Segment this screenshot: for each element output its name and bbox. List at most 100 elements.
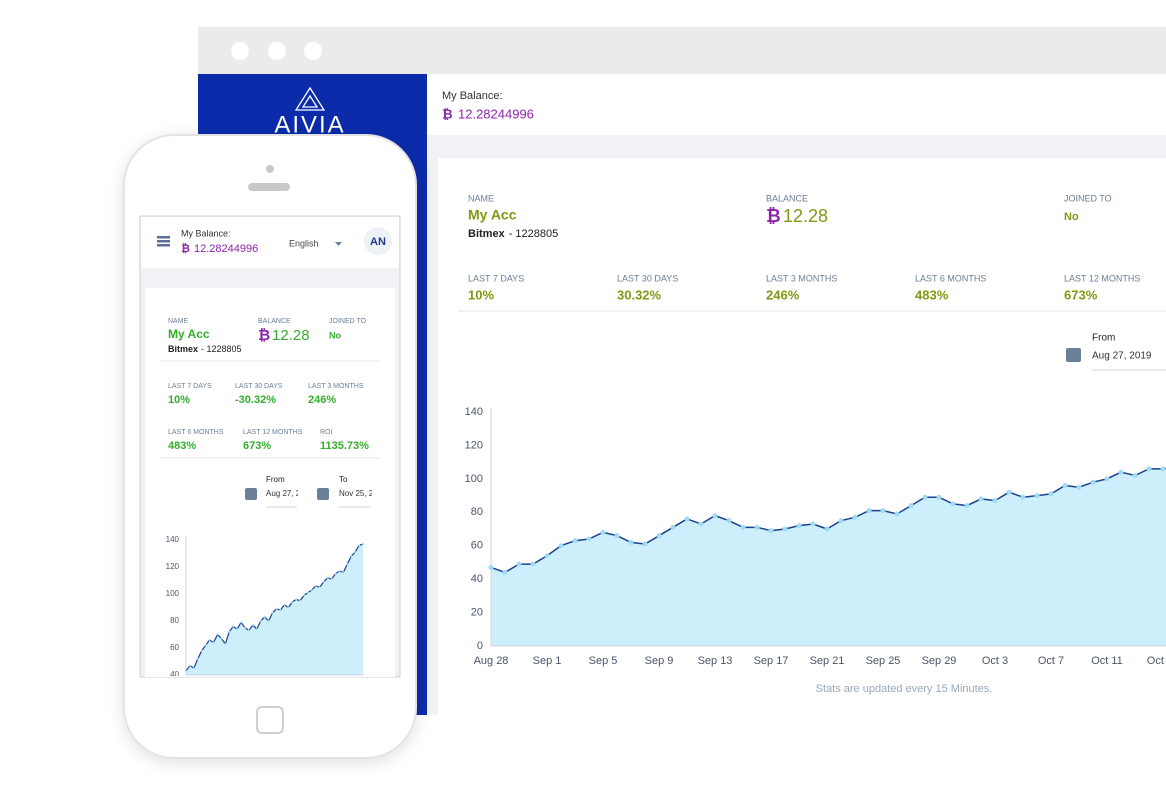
data-point [824,526,830,532]
data-point [600,529,606,535]
data-point [244,626,246,629]
data-point [810,521,816,527]
data-point [342,571,345,574]
x-tick-label: Oct 7 [1038,655,1064,667]
stat-value: 483% [915,287,949,302]
y-tick-label: 0 [477,640,483,652]
x-tick-label: Sep 29 [922,655,957,667]
y-tick-label: 140 [465,406,483,418]
y-tick-label: 60 [471,540,483,552]
data-point [334,572,337,575]
account-id: - 1228805 [509,228,559,240]
currency-symbol: ₿ [258,327,270,344]
camera [266,165,274,173]
y-tick-label: 100 [465,473,483,485]
x-tick-label: Sep 5 [589,655,618,667]
x-tick-label: Oct 11 [1091,655,1123,667]
x-tick-label: Oct 15 [1147,655,1166,667]
data-point [614,533,620,539]
label: BALANCE [258,318,291,325]
data-point [726,518,732,524]
data-point [354,551,357,554]
balance-label: My Balance: [442,90,503,102]
data-point [303,594,305,597]
data-point [740,524,746,530]
stat-label: LAST 7 DAYS [468,273,524,283]
y-tick-label: 40 [170,670,179,679]
data-point [978,496,984,502]
data-point [275,607,278,610]
data-point [216,633,219,636]
data-point [1090,479,1096,485]
mobile-header [141,217,399,268]
from-date: Aug 27, 2019 [1092,351,1152,362]
data-point [358,544,361,547]
data-point [236,628,239,631]
y-tick-label: 120 [465,439,483,451]
data-point [267,620,270,622]
stat-label: ROI [320,429,333,436]
window-dot [231,42,249,60]
stat-value: 1135.73% [320,440,369,452]
y-tick-label: 80 [471,506,483,518]
data-point [586,536,592,542]
account-info: Bitmex - 1228805 [468,228,558,240]
header [427,74,1166,135]
data-point [318,586,321,589]
x-tick-label: Sep 13 [698,655,733,667]
avatar[interactable] [364,227,392,255]
data-point [259,620,262,622]
calendar-icon [1066,348,1081,362]
data-point [212,641,215,644]
data-point [362,543,364,546]
calendar-icon [317,488,329,500]
currency-symbol: ₿ [766,206,781,226]
data-point [782,526,788,532]
data-point [670,524,676,530]
stat-value: 10% [468,287,494,302]
y-tick-label: 40 [471,573,483,585]
dropdown-arrow[interactable] [335,242,342,246]
label: JOINED TO [329,318,367,325]
window-dot [304,42,322,60]
window-dot [268,42,286,60]
data-point [283,603,286,606]
to-date: Nov 25, 2019 [339,489,387,498]
speaker [248,183,290,191]
data-point [204,644,207,647]
stats: LAST 7 DAYS 10% LAST 30 DAYS -30.32% LAST 3 … [168,383,369,452]
x-tick-label: Aug 28 [474,655,509,667]
label: NAME [468,193,494,203]
data-point [295,598,298,601]
language-select[interactable]: English [289,238,319,248]
data-point [338,570,341,573]
logo: AIVIA [274,111,345,138]
data-point [350,555,353,558]
data-point [279,609,282,612]
exchange: Bitmex [168,344,198,354]
data-point [964,503,970,509]
stat-label: LAST 30 DAYS [617,273,678,283]
y-tick-label: 60 [170,643,179,652]
label: NAME [168,318,189,325]
data-point [310,588,313,591]
stat-label: LAST 12 MONTHS [243,429,303,436]
data-point [322,580,325,583]
data-point [271,611,274,614]
mobile-chart: 40 60 80 100 120 140 [166,535,364,679]
logo-icon [294,86,326,111]
data-point [544,553,550,559]
data-point [240,621,243,624]
joined: No [329,330,341,340]
y-tick-label: 100 [166,589,180,598]
stat-label: LAST 7 DAYS [168,383,212,390]
data-point [908,503,914,509]
menu-icon [157,236,170,247]
x-tick-label: Sep 25 [866,655,901,667]
account-name: My Acc [168,327,210,341]
stat-label: LAST 6 MONTHS [168,429,224,436]
x-tick-label: Sep 9 [645,655,674,667]
stat-label: LAST 6 MONTHS [915,273,986,283]
data-point [200,649,203,652]
